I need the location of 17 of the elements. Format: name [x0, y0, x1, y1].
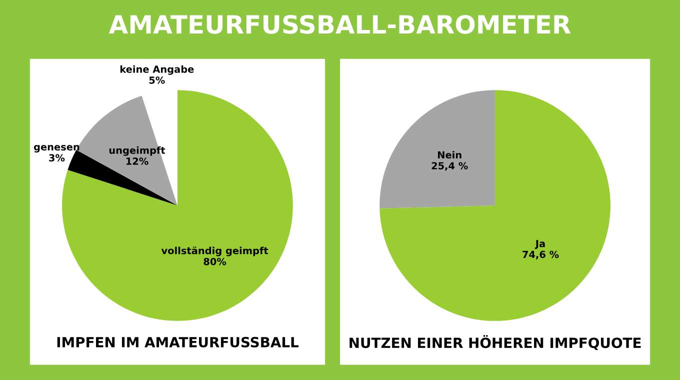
text: IMPFEN IM AMATEURFUSSBALL: [57, 336, 298, 348]
slice-label: Nein: [438, 151, 462, 159]
slice-label: genesen: [34, 144, 80, 152]
pie-slice: [380, 90, 496, 208]
slice-label: ungeimpft: [109, 146, 166, 156]
data-label: 12%: [126, 158, 148, 165]
data-label: 5%: [149, 76, 165, 84]
data-label: 80%: [204, 258, 226, 266]
data-label: 74,6 %: [522, 250, 559, 260]
data-label: 3%: [49, 154, 65, 162]
slice-label: Ja: [534, 240, 545, 250]
pie-slice: [380, 90, 610, 321]
chart-title: AMATEURFUSSBALL-BAROMETER: [108, 14, 571, 34]
slice-label: keine Angabe: [120, 65, 194, 75]
slice-label: vollständig geimpft: [161, 246, 268, 256]
text: NUTZEN EINER HÖHEREN IMPFQUOTE: [350, 335, 641, 350]
data-label: 25,4 %: [432, 162, 468, 171]
